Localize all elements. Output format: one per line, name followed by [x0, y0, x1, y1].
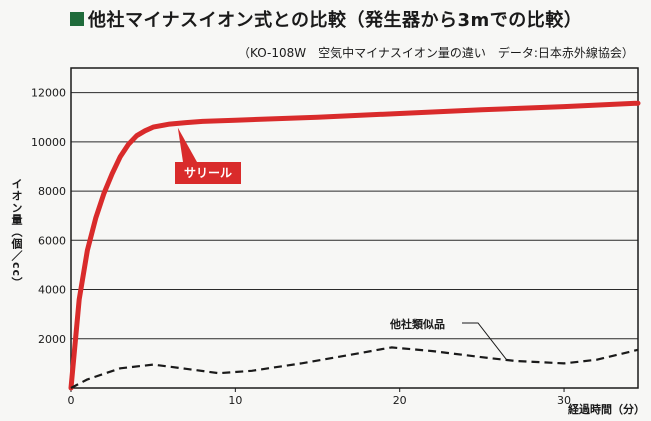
chart-title: 他社マイナスイオン式との比較（発生器から3mでの比較） — [70, 6, 582, 32]
y-tick-label: 8000 — [38, 185, 66, 198]
y-axis-label: イオン量（個／cc） — [10, 178, 23, 290]
title-marker-square — [70, 12, 84, 26]
callout-pointer — [177, 127, 197, 162]
callout-box — [175, 162, 241, 184]
y-tick-label: 2000 — [38, 333, 66, 346]
gridlines — [71, 92, 638, 340]
x-axis-label: 経過時間（分） — [568, 403, 645, 416]
series-label-sariru: サリール — [184, 166, 232, 180]
series-lines — [68, 100, 641, 391]
tick-labels: 2000 4000 6000 8000 10000 12000 0 10 20 30 — [31, 87, 571, 407]
plot-frame — [70, 67, 639, 389]
x-tick-label: 10 — [228, 394, 242, 407]
y-tick-label: 12000 — [31, 87, 66, 100]
series-label-competitor: 他社類似品 — [389, 317, 445, 331]
annotation-leader-line — [462, 322, 507, 360]
x-tick-label: 30 — [557, 394, 571, 407]
x-tick-label: 0 — [68, 394, 75, 407]
series-line-sariru — [68, 100, 641, 391]
axes — [70, 67, 639, 389]
y-tick-label: 4000 — [38, 284, 66, 297]
series-line-competitor — [70, 346, 639, 389]
y-tick-label: 10000 — [31, 136, 66, 149]
y-tick-label: 6000 — [38, 234, 66, 247]
x-tick-label: 20 — [393, 394, 407, 407]
chart-subtitle: （KO-108W 空気中マイナスイオン量の違い データ:日本赤外線協会） — [238, 46, 634, 60]
chart-title-text: 他社マイナスイオン式との比較（発生器から3mでの比較） — [88, 10, 583, 31]
